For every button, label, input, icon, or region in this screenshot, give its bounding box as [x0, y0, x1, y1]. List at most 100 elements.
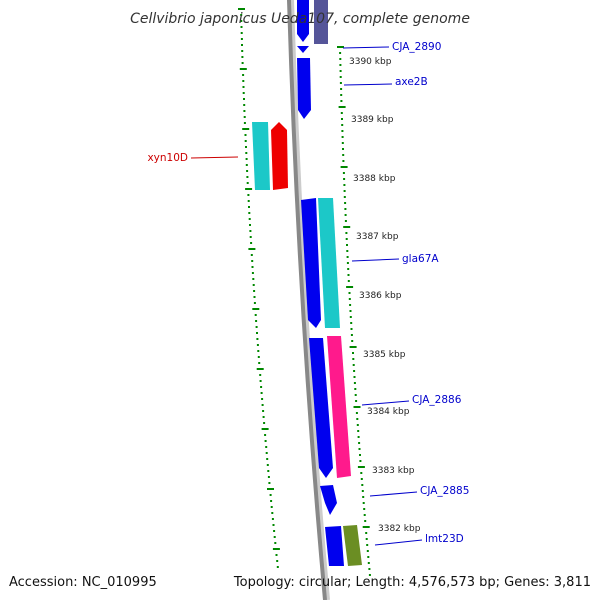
tick-mark — [355, 412, 358, 414]
tick-mark — [243, 98, 245, 100]
tick-mark — [268, 482, 271, 484]
tick-mark — [262, 410, 265, 412]
tick-mark — [251, 266, 254, 268]
tick-mark — [358, 442, 361, 444]
tick-mark — [241, 62, 244, 64]
tick-mark — [250, 254, 253, 256]
tick-mark — [366, 544, 369, 546]
tick-mark — [362, 526, 370, 528]
tick-mark — [339, 52, 342, 54]
tick-mark — [353, 406, 361, 408]
feature-cyan-right — [318, 198, 340, 328]
tick-mark — [245, 188, 253, 190]
tick-mark — [265, 446, 268, 448]
tick-mark — [242, 74, 245, 76]
tick-mark — [270, 506, 273, 508]
tick-mark — [257, 356, 260, 358]
feature-olive — [343, 525, 362, 566]
tick-mark — [252, 284, 255, 286]
tick-mark — [240, 32, 243, 34]
leader-line — [374, 539, 423, 546]
feature-gla67A — [301, 198, 321, 328]
tick-mark — [273, 530, 276, 532]
tick-mark — [250, 242, 253, 244]
tick-mark — [251, 272, 254, 274]
tick-mark — [341, 118, 343, 120]
feature-top-blue — [297, 0, 309, 42]
tick-mark — [353, 376, 356, 378]
feature-top-blue-small — [297, 46, 309, 53]
feature-cyan-left — [252, 122, 270, 190]
tick-mark — [242, 92, 245, 94]
tick-mark — [243, 116, 246, 118]
tick-mark — [344, 202, 347, 204]
kbp-label: 3388 kbp — [353, 174, 396, 184]
feature-lmt23D — [325, 526, 344, 566]
tick-mark — [340, 94, 343, 96]
tick-mark — [358, 448, 361, 450]
tick-mark — [249, 230, 252, 232]
tick-mark — [248, 218, 251, 220]
tick-mark — [241, 44, 243, 46]
tick-mark — [241, 56, 244, 58]
tick-mark — [340, 88, 343, 90]
tick-mark — [341, 136, 344, 138]
tick-mark — [243, 104, 246, 106]
tick-mark — [355, 400, 358, 402]
tick-mark — [342, 154, 345, 156]
tick-mark — [346, 256, 349, 258]
tick-mark — [349, 304, 352, 306]
tick-mark — [363, 514, 366, 516]
tick-mark — [356, 424, 359, 426]
feature-top-slate — [314, 0, 328, 44]
tick-mark — [339, 64, 342, 66]
tick-mark — [266, 458, 269, 460]
tick-mark — [352, 364, 355, 366]
tick-mark — [346, 262, 349, 264]
tick-mark — [263, 422, 266, 424]
tick-mark — [260, 386, 263, 388]
tick-mark — [338, 106, 346, 108]
tick-mark — [240, 26, 243, 28]
tick-mark — [276, 560, 279, 562]
map-title: Cellvibrio japonicus Ueda107, complete g… — [130, 11, 470, 27]
tick-mark — [354, 388, 357, 390]
tick-mark — [245, 164, 248, 166]
tick-mark — [365, 532, 368, 534]
tick-mark — [246, 182, 249, 184]
tick-mark — [276, 566, 279, 568]
gene-label-gla67A: gla67A — [402, 253, 439, 265]
tick-mark — [244, 140, 247, 142]
tick-mark — [344, 220, 347, 222]
leader-line — [190, 156, 239, 159]
tick-mark — [272, 548, 280, 550]
tick-mark — [244, 134, 247, 136]
tick-mark — [346, 244, 348, 246]
tick-mark — [239, 68, 247, 70]
tick-mark — [242, 80, 245, 82]
kbp-label: 3384 kbp — [367, 407, 410, 417]
tick-mark — [359, 460, 362, 462]
tick-mark — [256, 344, 259, 346]
kbp-label: 3385 kbp — [363, 350, 406, 360]
feature-xyn10D — [271, 122, 288, 190]
tick-mark — [347, 268, 350, 270]
gene-label-CJA_2886: CJA_2886 — [412, 394, 462, 406]
tick-mark — [256, 368, 264, 370]
tick-mark — [359, 454, 361, 456]
tick-mark — [353, 370, 356, 372]
tick-mark — [247, 194, 250, 196]
tick-mark — [261, 398, 264, 400]
tick-mark — [266, 464, 269, 466]
tick-mark — [265, 452, 268, 454]
tick-mark — [361, 484, 364, 486]
tick-mark — [367, 556, 370, 558]
tick-mark — [341, 130, 344, 132]
tick-mark — [246, 176, 249, 178]
gene-label-lmt23D: lmt23D — [425, 533, 464, 545]
tick-mark — [351, 340, 354, 342]
tick-mark — [243, 122, 246, 124]
leader-line — [361, 400, 410, 406]
tick-mark — [345, 238, 348, 240]
tick-mark — [339, 76, 342, 78]
